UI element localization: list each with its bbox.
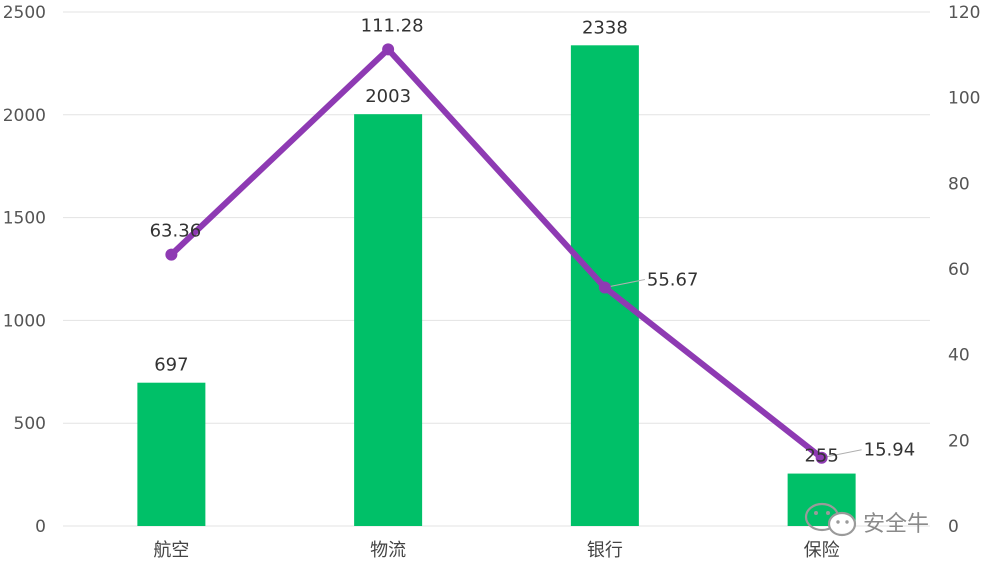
category-axis-labels: 航空 物流 银行 保险 (153, 540, 839, 561)
left-axis-tick-label: 1500 (3, 209, 46, 229)
line-data-labels: 63.36 111.28 55.67 15.94 (150, 15, 916, 460)
watermark: 安全牛 (804, 502, 929, 537)
watermark-text: 安全牛 (863, 512, 929, 537)
line-point (598, 281, 611, 294)
category-label: 航空 (153, 540, 189, 561)
wechat-icon (804, 502, 857, 537)
left-axis-tick-label: 2000 (3, 106, 46, 126)
category-label: 银行 (587, 540, 623, 561)
left-axis-tick-label: 2500 (3, 3, 46, 23)
bar-series (137, 45, 856, 527)
line-point (382, 43, 395, 56)
bar-data-label: 697 (154, 355, 188, 376)
bar-data-label: 2338 (582, 17, 628, 38)
line-path (168, 46, 825, 461)
line-point (815, 451, 828, 464)
category-label: 物流 (370, 540, 406, 561)
leader-line (821, 449, 862, 459)
line-data-label: 63.36 (150, 221, 202, 242)
category-label: 保险 (804, 540, 840, 561)
right-axis-tick-label: 40 (948, 346, 970, 366)
right-axis-tick-label: 120 (948, 3, 980, 23)
bar (354, 114, 423, 526)
line-data-label: 15.94 (864, 440, 916, 461)
right-axis-tick-label: 80 (948, 174, 970, 194)
line-series (165, 43, 828, 464)
bar-data-labels: 697 2003 2338 255 (154, 17, 839, 466)
left-axis-tick-label: 500 (14, 414, 46, 434)
bar-data-label: 255 (804, 446, 838, 467)
right-axis-tick-label: 0 (948, 517, 959, 537)
right-axis-tick-label: 100 (948, 89, 980, 109)
right-axis-ticks: 0 20 40 60 80 100 120 (948, 3, 980, 537)
left-axis-tick-label: 0 (35, 517, 46, 537)
right-axis-tick-label: 20 (948, 431, 970, 451)
bar-data-label: 2003 (365, 86, 411, 107)
left-axis-ticks: 0 500 1000 1500 2000 2500 (3, 3, 46, 537)
line-data-label: 111.28 (361, 15, 424, 36)
left-axis-tick-label: 1000 (3, 311, 46, 331)
label-leader-lines (604, 279, 862, 459)
right-axis-tick-label: 60 (948, 260, 970, 280)
leader-line (604, 279, 645, 289)
line-data-label: 55.67 (647, 270, 699, 291)
bar (137, 382, 206, 526)
line-point (165, 248, 178, 261)
